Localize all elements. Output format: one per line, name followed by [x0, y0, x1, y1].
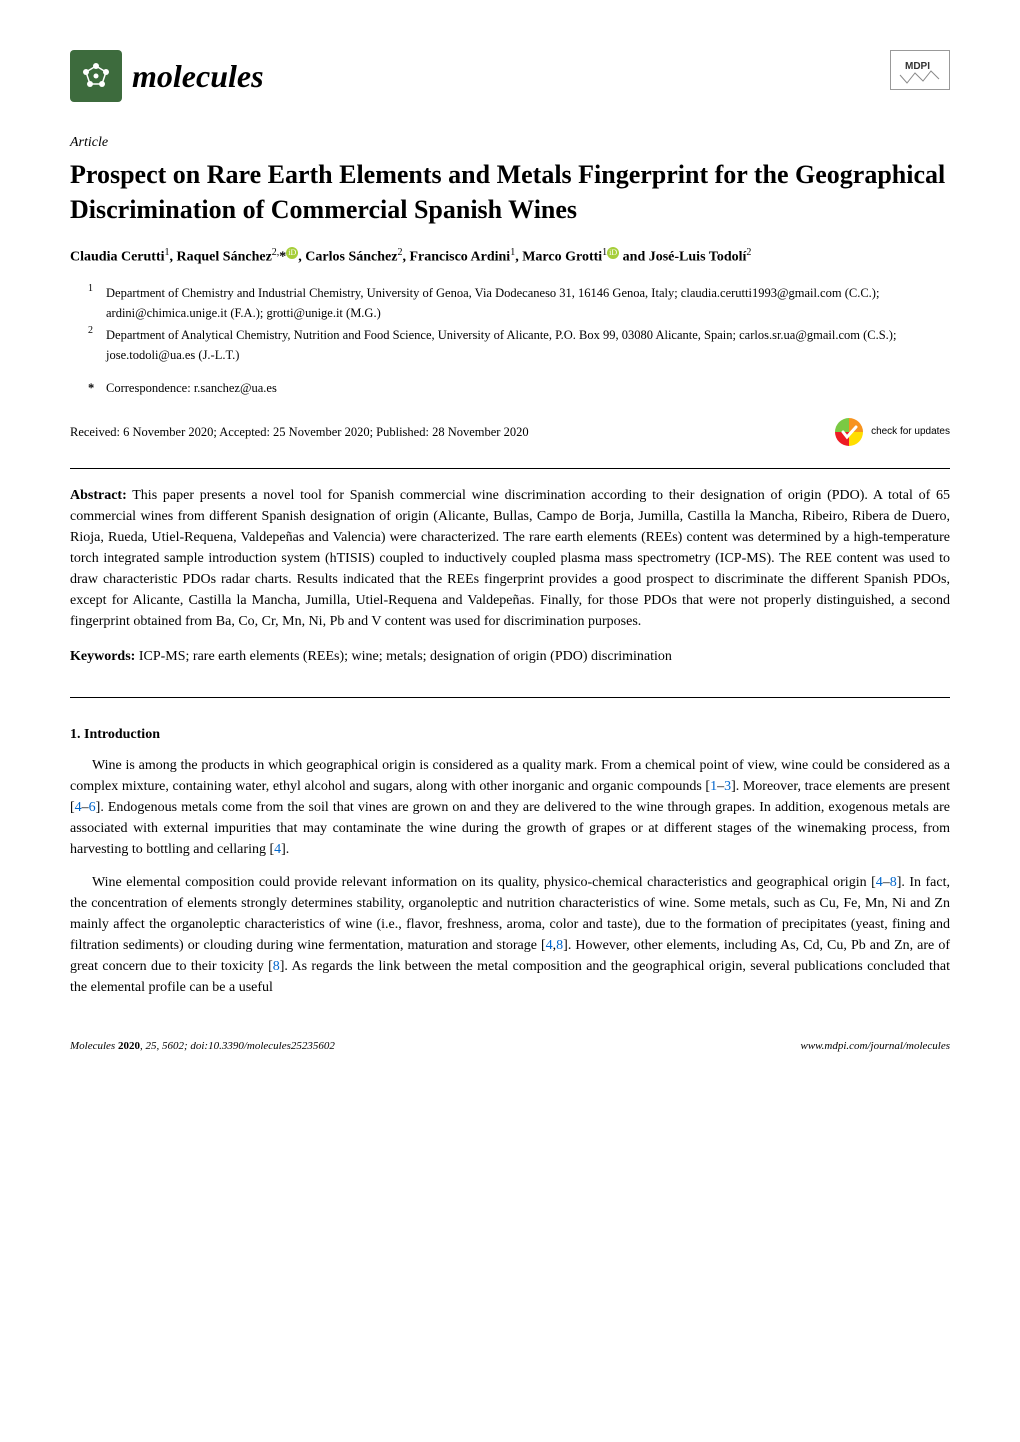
author-list: Claudia Cerutti1, Raquel Sánchez2,*iD, C… [70, 245, 950, 269]
dates-row: Received: 6 November 2020; Accepted: 25 … [70, 416, 950, 448]
journal-logo-group: molecules [70, 50, 264, 102]
author-and: and [623, 250, 649, 265]
abstract-label: Abstract: [70, 488, 127, 503]
abstract-text: This paper presents a novel tool for Spa… [70, 488, 950, 629]
abstract-paragraph: Abstract: This paper presents a novel to… [70, 485, 950, 632]
page-footer: Molecules 2020, 25, 5602; doi:10.3390/mo… [70, 1038, 950, 1055]
orcid-icon: iD [286, 247, 298, 259]
ref-link[interactable]: 6 [89, 800, 96, 815]
ref-link[interactable]: 4 [876, 875, 883, 890]
orcid-icon: iD [607, 247, 619, 259]
check-updates-label: check for updates [871, 424, 950, 439]
author-name: Francisco Ardini [409, 250, 510, 265]
keywords-label: Keywords: [70, 649, 135, 664]
svg-text:MDPI: MDPI [905, 61, 930, 72]
body-paragraph: Wine is among the products in which geog… [70, 755, 950, 860]
affiliation-number: 1 [88, 281, 106, 321]
ref-link[interactable]: 8 [890, 875, 897, 890]
keywords-paragraph: Keywords: ICP-MS; rare earth elements (R… [70, 646, 950, 667]
footer-doi: , 25, 5602; doi:10.3390/molecules2523560… [140, 1040, 335, 1052]
footer-link[interactable]: www.mdpi.com/journal/molecules [800, 1040, 950, 1052]
check-updates-text: check for updates [871, 426, 950, 437]
journal-logo-icon [70, 50, 122, 102]
ref-link[interactable]: 4 [546, 938, 553, 953]
section-heading: 1. Introduction [70, 724, 950, 745]
article-type: Article [70, 132, 950, 153]
body-text: Wine elemental composition could provide… [92, 875, 876, 890]
affiliation-list: 1 Department of Chemistry and Industrial… [70, 283, 950, 365]
correspond-mark: * [88, 379, 106, 398]
keywords-text: ICP-MS; rare earth elements (REEs); wine… [135, 649, 672, 664]
affiliation-text: Department of Analytical Chemistry, Nutr… [106, 325, 950, 365]
body-text: ]. [281, 842, 289, 857]
ref-link[interactable]: 4 [75, 800, 82, 815]
correspond-email: r.sanchez@ua.es [194, 381, 277, 395]
body-text: – [82, 800, 89, 815]
footer-journal: Molecules [70, 1040, 115, 1052]
body-text: – [883, 875, 890, 890]
author-name: Raquel Sánchez [177, 250, 272, 265]
body-text: – [717, 779, 724, 794]
footer-citation: Molecules 2020, 25, 5602; doi:10.3390/mo… [70, 1038, 335, 1055]
header: molecules MDPI [70, 50, 950, 102]
corresponding-mark: * [279, 250, 286, 265]
check-updates-icon [833, 416, 865, 448]
author-name: Carlos Sánchez [305, 250, 397, 265]
publisher-logo: MDPI [890, 50, 950, 90]
publication-dates: Received: 6 November 2020; Accepted: 25 … [70, 423, 529, 442]
affiliation-number: 2 [88, 323, 106, 363]
author-name: José-Luis Todolí [649, 250, 747, 265]
body-text: ]. Endogenous metals come from the soil … [70, 800, 950, 857]
author-name: Marco Grotti [522, 250, 602, 265]
affiliation-text: Department of Chemistry and Industrial C… [106, 283, 950, 323]
journal-name: molecules [132, 52, 264, 100]
check-updates-badge[interactable]: check for updates [833, 416, 950, 448]
body-paragraph: Wine elemental composition could provide… [70, 872, 950, 998]
correspondence: * Correspondence: r.sanchez@ua.es [70, 379, 950, 398]
footer-year: 2020 [118, 1040, 140, 1052]
author-sup: 2 [746, 247, 751, 258]
affiliation-item: 1 Department of Chemistry and Industrial… [88, 283, 950, 323]
ref-link[interactable]: 1 [710, 779, 717, 794]
ref-link[interactable]: 8 [273, 959, 280, 974]
author-name: Claudia Cerutti [70, 250, 165, 265]
footer-url[interactable]: www.mdpi.com/journal/molecules [800, 1038, 950, 1055]
correspond-label: Correspondence: [106, 381, 194, 395]
article-title: Prospect on Rare Earth Elements and Meta… [70, 157, 950, 227]
affiliation-item: 2 Department of Analytical Chemistry, Nu… [88, 325, 950, 365]
abstract-block: Abstract: This paper presents a novel to… [70, 468, 950, 698]
ref-link[interactable]: 3 [724, 779, 731, 794]
